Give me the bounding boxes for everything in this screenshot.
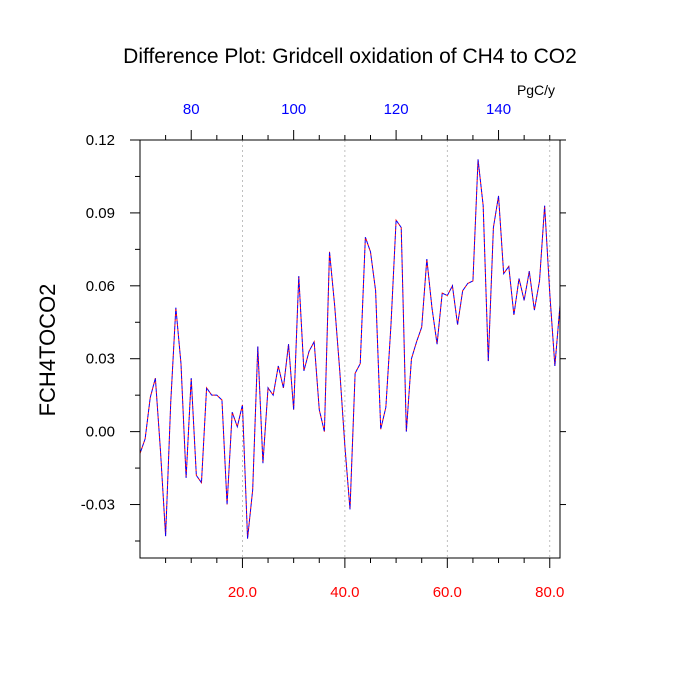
plot-frame — [139, 139, 561, 559]
y-axis-label: FCH4TOCO2 — [35, 284, 60, 417]
y-tick-label: 0.06 — [86, 278, 115, 295]
top-tick-label: 80 — [183, 101, 200, 118]
top-tick-label: 140 — [486, 101, 511, 118]
data-series — [139, 159, 561, 539]
chart-title: Difference Plot: Gridcell oxidation of C… — [123, 45, 577, 68]
y-tick-label: 0.03 — [86, 351, 115, 368]
top-tick-label: 120 — [384, 101, 409, 118]
x-tick-label: 20.0 — [228, 584, 257, 601]
x-tick-label: 40.0 — [330, 584, 359, 601]
series-line-red — [139, 159, 561, 539]
top-tick-label: 100 — [281, 101, 306, 118]
y-tick-label: 0.00 — [86, 424, 115, 441]
y-tick-label: 0.12 — [86, 132, 115, 149]
y-tick-label: -0.03 — [81, 497, 115, 514]
axes: 20.0 40.0 60.0 80.0 80 100 120 140 -0.03 0.00 0.03… — [81, 101, 566, 601]
top-axis-unit: PgC/y — [517, 82, 555, 98]
x-tick-label: 60.0 — [433, 584, 462, 601]
y-tick-label: 0.09 — [86, 205, 115, 222]
series-line-blue — [139, 159, 561, 539]
x-tick-label: 80.0 — [535, 584, 564, 601]
